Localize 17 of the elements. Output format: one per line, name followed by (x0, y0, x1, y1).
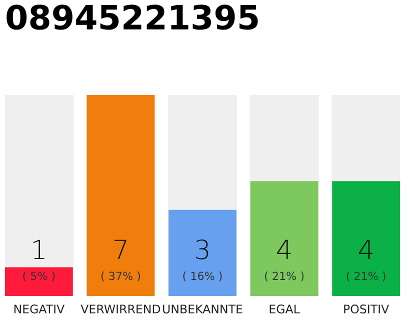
annotation: ( 21% ) (265, 272, 304, 282)
annotation: ( 5% ) (23, 272, 55, 282)
annotation: ( 16% ) (183, 272, 222, 282)
data-label: 4 (277, 240, 291, 260)
data-label: 7 (114, 240, 126, 260)
data-label: 4 (358, 240, 372, 260)
data-label: 1 (33, 240, 44, 260)
chart-title: 08945221395 (6, 4, 258, 30)
x-tick-label: POSITIV (344, 304, 390, 314)
x-tick-label: UNBEKANNTE (163, 304, 242, 314)
x-tick-label: EGAL (270, 304, 300, 314)
x-tick-label: NEGATIV (14, 304, 65, 314)
data-label: 3 (196, 239, 208, 260)
annotation: ( 21% ) (346, 272, 386, 282)
x-tick-label: VERWIRREND (80, 304, 160, 314)
annotation: ( 37% ) (101, 272, 140, 282)
bar (5, 267, 73, 296)
